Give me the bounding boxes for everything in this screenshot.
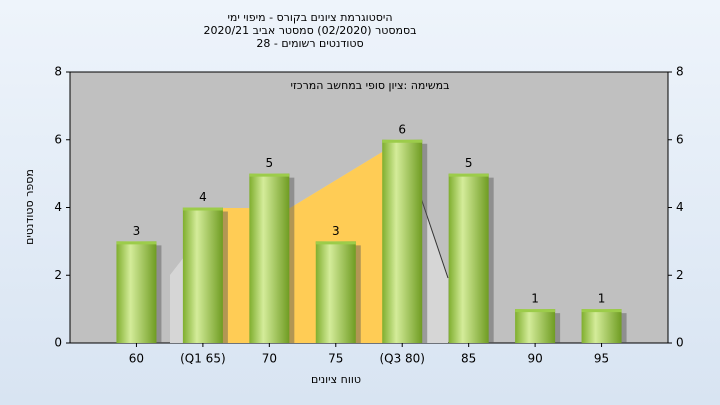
y2-tick-label: 0 <box>676 336 684 350</box>
bar-top <box>448 173 489 177</box>
chart-subtitle: בסמסטר (02/2020) סמסטר אביב 2020/21 <box>203 24 416 37</box>
bar <box>315 241 356 343</box>
bar <box>382 139 423 343</box>
bar <box>448 173 489 343</box>
bar-top <box>315 241 356 245</box>
bar <box>182 207 223 343</box>
bar-top <box>116 241 157 245</box>
x-tick-label: 95 <box>594 352 609 366</box>
value-label: 1 <box>598 292 606 306</box>
bar <box>515 309 556 343</box>
value-label: 3 <box>332 224 340 238</box>
y-tick-label: 2 <box>54 268 62 282</box>
value-label: 5 <box>266 156 274 170</box>
x-axis-label: טווח ציונים <box>311 373 361 386</box>
x-tick-label: (Q1 65) <box>180 352 226 366</box>
y-tick-label: 4 <box>54 200 62 214</box>
x-tick-label: 85 <box>461 352 476 366</box>
bar-top <box>581 309 622 313</box>
whisker-line <box>419 194 449 279</box>
y-tick-label: 0 <box>54 336 62 350</box>
bar <box>249 173 290 343</box>
y2-tick-label: 6 <box>676 132 684 146</box>
bar <box>581 309 622 343</box>
chart-title: היסטוגרמת ציונים בקורס - מיפוי ימי <box>227 11 392 24</box>
x-tick-label: 70 <box>262 352 277 366</box>
value-label: 1 <box>531 292 539 306</box>
x-tick-label: 60 <box>129 352 144 366</box>
y2-tick-label: 4 <box>676 200 684 214</box>
y-axis-label: מספר סטודנטים <box>23 169 36 245</box>
x-tick-label: (Q3 80) <box>379 352 425 366</box>
x-tick-label: 90 <box>527 352 542 366</box>
y-tick-label: 6 <box>54 132 62 146</box>
chart-subtitle: סטודנטים רשומים - 28 <box>256 37 363 50</box>
value-label: 3 <box>133 224 141 238</box>
value-label: 5 <box>465 156 473 170</box>
y2-tick-label: 8 <box>676 65 684 79</box>
bar-top <box>249 173 290 177</box>
annotation: במשימה :ציון סופי במחשב המרכזי <box>290 79 449 92</box>
bar-top <box>382 139 423 143</box>
value-label: 6 <box>398 122 406 136</box>
bar-top <box>182 207 223 211</box>
y-tick-label: 8 <box>54 65 62 79</box>
value-label: 4 <box>199 190 207 204</box>
bar <box>116 241 157 343</box>
y2-tick-label: 2 <box>676 268 684 282</box>
bar-top <box>515 309 556 313</box>
x-tick-label: 75 <box>328 352 343 366</box>
